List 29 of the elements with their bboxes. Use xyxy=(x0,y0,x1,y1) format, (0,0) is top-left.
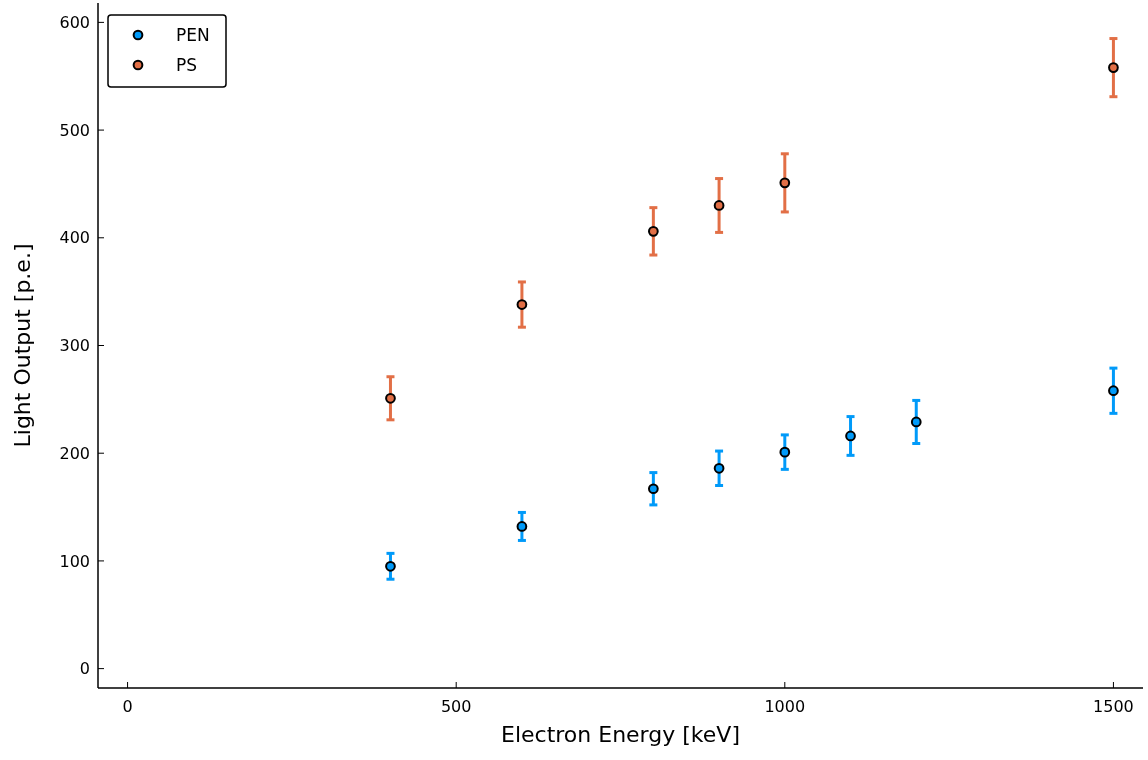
x-tick-label: 1000 xyxy=(764,697,806,716)
point xyxy=(647,483,659,495)
point xyxy=(910,416,922,428)
point xyxy=(779,177,791,189)
point xyxy=(845,430,856,442)
point xyxy=(713,200,725,211)
point xyxy=(1108,62,1119,73)
y-tick-label: 400 xyxy=(59,228,90,248)
point xyxy=(713,462,725,474)
legend-label: PS xyxy=(176,54,198,75)
y-tick-label: 300 xyxy=(59,336,90,356)
legend-label: PEN xyxy=(176,24,210,45)
point xyxy=(516,521,528,532)
point xyxy=(1108,385,1119,397)
point xyxy=(385,392,396,404)
point xyxy=(385,560,396,572)
y-tick-label: 0 xyxy=(79,659,90,679)
y-tick-label: 500 xyxy=(59,120,90,140)
x-tick-label: 1500 xyxy=(1093,697,1134,716)
y-tick-label: 600 xyxy=(59,12,90,32)
point xyxy=(516,299,528,310)
x-tick-label: 0 xyxy=(122,697,133,716)
point xyxy=(779,446,791,458)
y-tick-label: 100 xyxy=(59,551,90,571)
x-axis-title: Electron Energy [keV] xyxy=(501,722,740,747)
x-tick-label: 500 xyxy=(440,697,472,716)
y-axis-title: Light Output [p.e.] xyxy=(10,243,35,448)
point xyxy=(647,225,659,237)
y-tick-label: 200 xyxy=(59,443,90,463)
